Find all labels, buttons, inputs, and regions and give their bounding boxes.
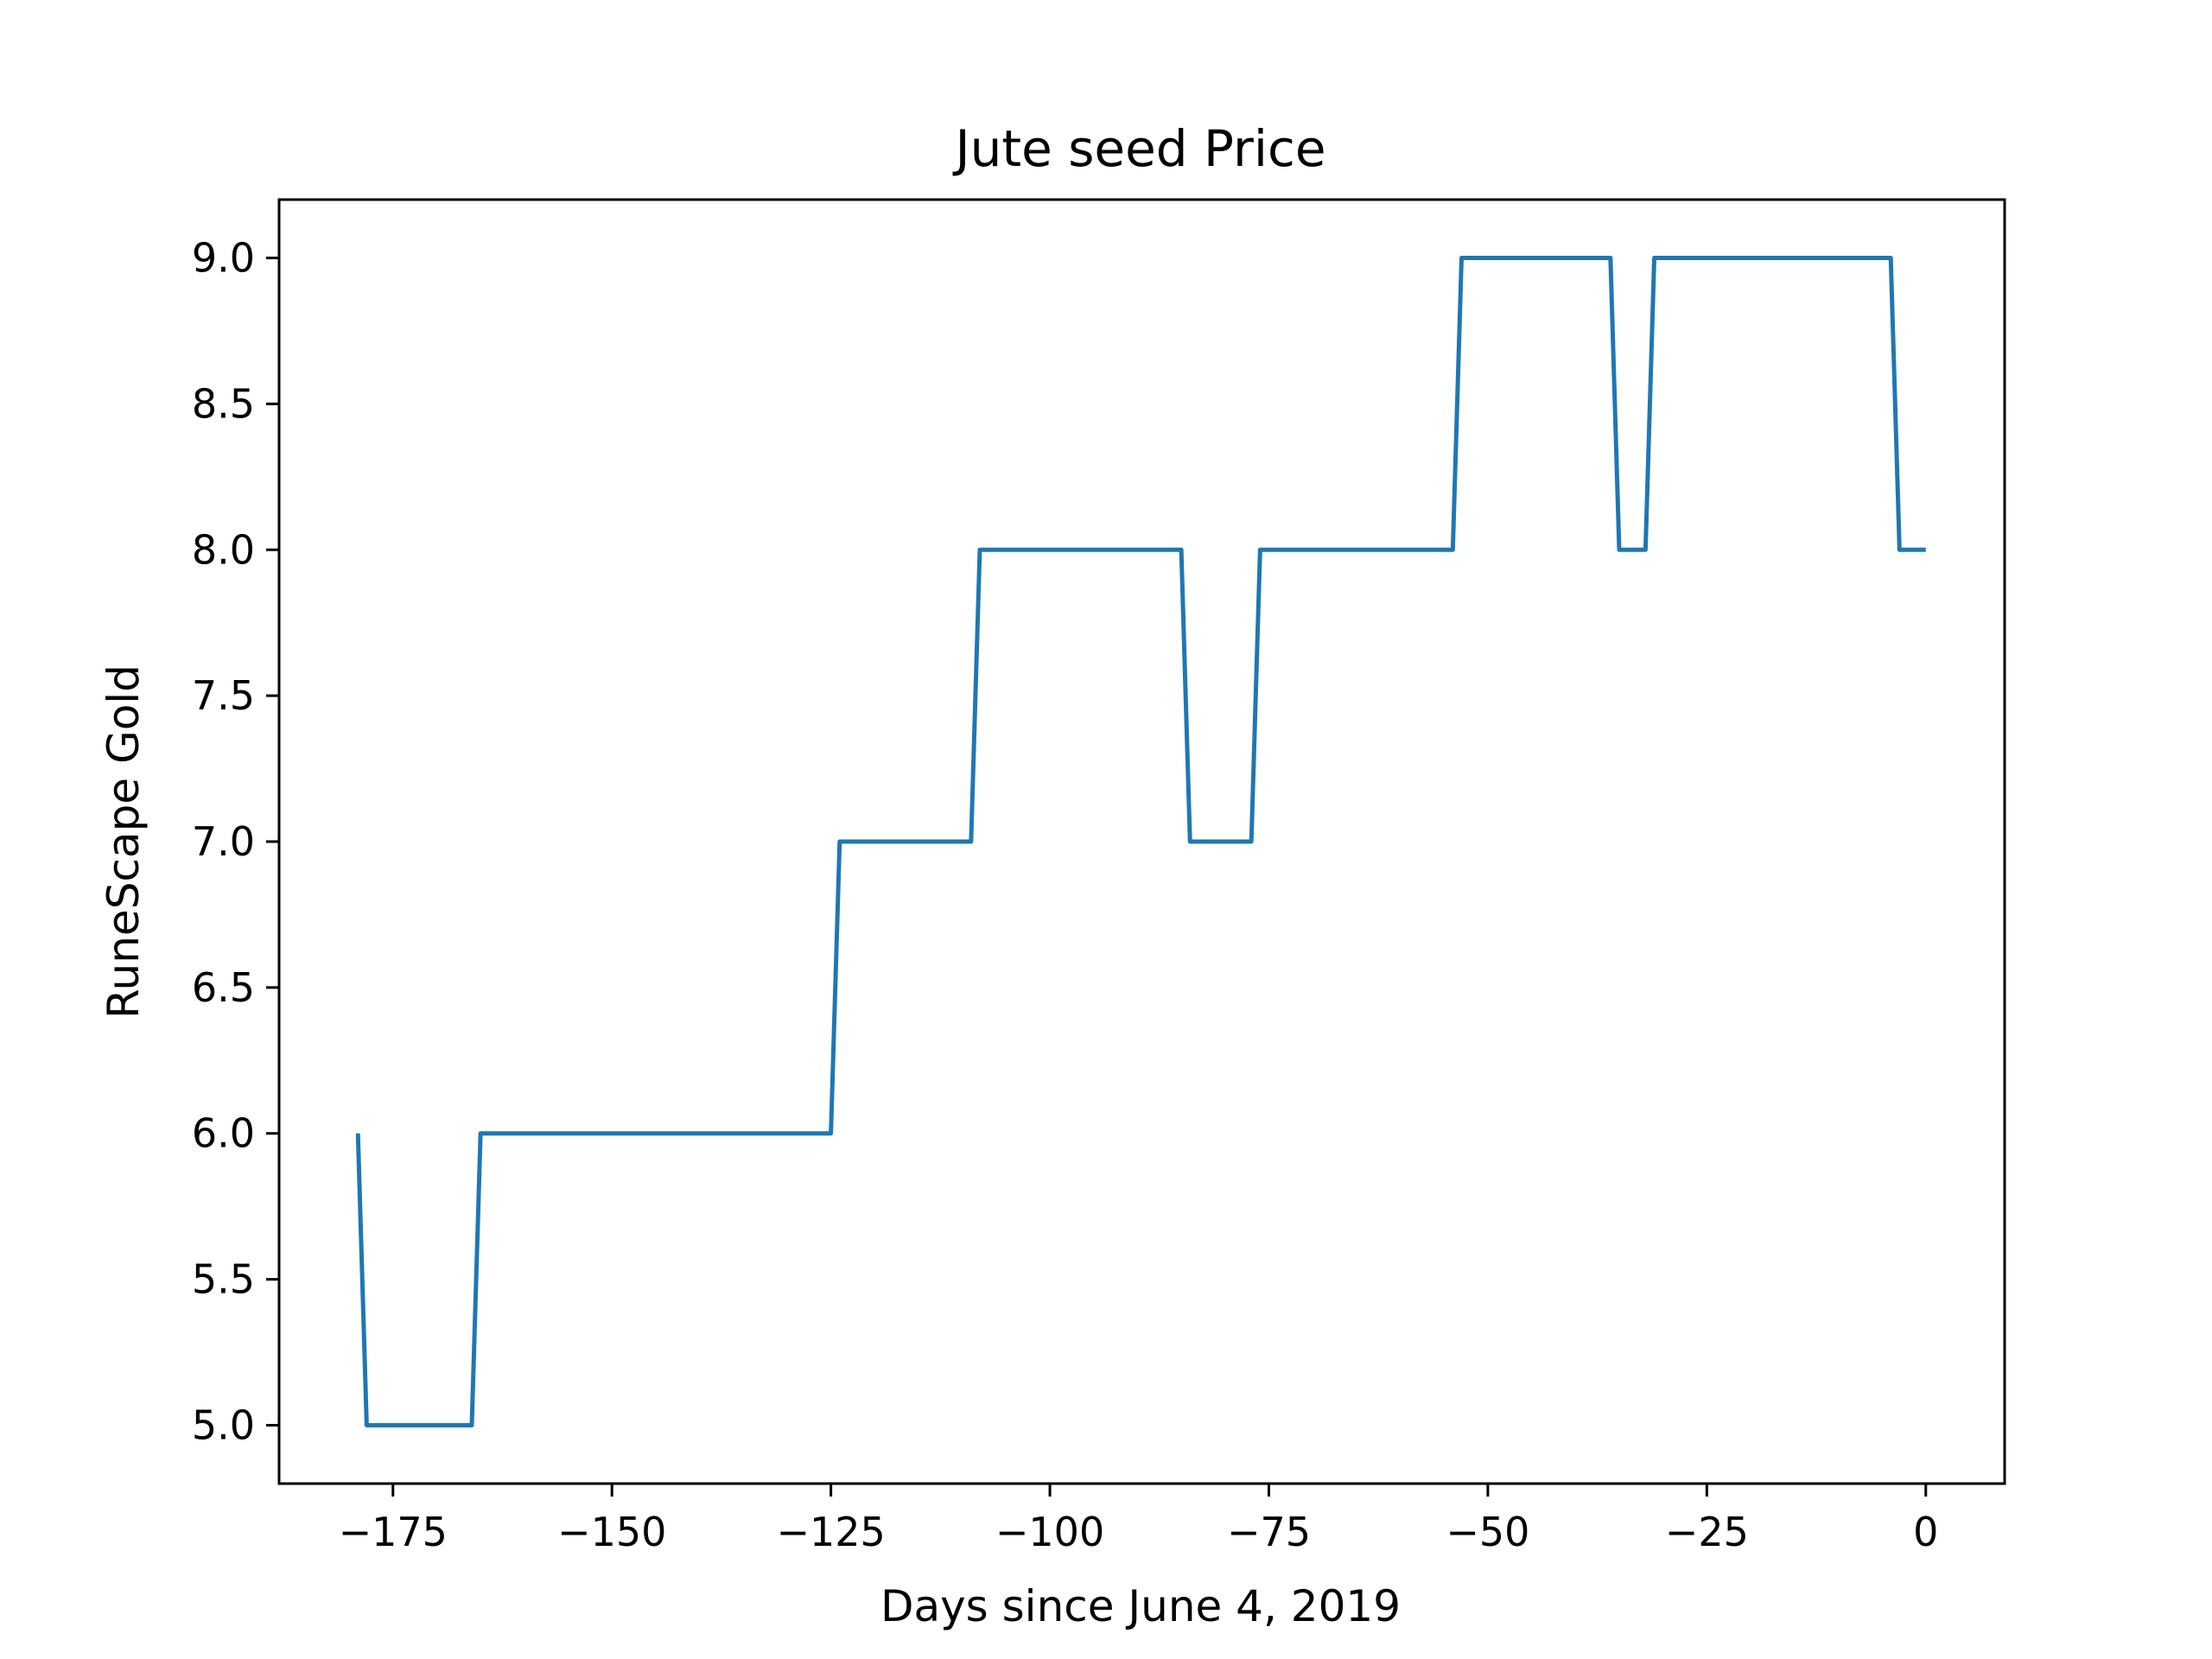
y-tick-label: 5.5 [192, 1256, 255, 1303]
x-tick-label: −150 [557, 1509, 666, 1555]
y-tick-label: 6.0 [192, 1110, 255, 1157]
x-tick-label: 0 [1913, 1509, 1938, 1555]
x-tick-label: −50 [1446, 1509, 1529, 1555]
x-axis-label: Days since June 4, 2019 [880, 1581, 1401, 1631]
y-tick-label: 7.0 [192, 818, 255, 865]
y-tick-label: 8.5 [192, 380, 255, 427]
y-tick-label: 8.0 [192, 526, 255, 573]
y-tick-label: 9.0 [192, 235, 255, 282]
x-tick-label: −125 [776, 1509, 885, 1555]
y-axis-label: RuneScape Gold [99, 664, 149, 1019]
chart-title: Jute seed Price [952, 119, 1325, 178]
series-layer [355, 256, 1926, 1427]
y-axis-ticks: 5.0 5.5 6.0 6.5 7.0 7.5 8.0 8.5 9.0 [192, 235, 279, 1448]
price-line [355, 256, 1926, 1427]
y-tick-label: 6.5 [192, 964, 255, 1011]
x-tick-label: −25 [1665, 1509, 1749, 1555]
x-tick-label: −100 [995, 1509, 1104, 1555]
x-axis-ticks: −175 −150 −125 −100 −75 −50 −25 0 [339, 1484, 1938, 1555]
x-tick-label: −75 [1227, 1509, 1311, 1555]
y-tick-label: 7.5 [192, 672, 255, 719]
x-tick-label: −175 [339, 1509, 448, 1555]
y-tick-label: 5.0 [192, 1402, 255, 1448]
